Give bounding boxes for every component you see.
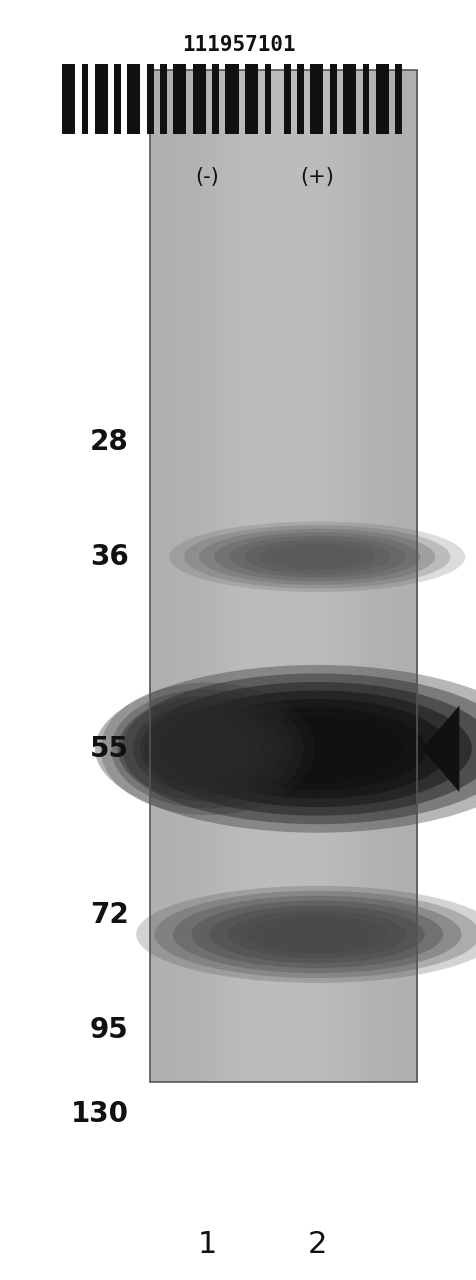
Ellipse shape [111, 689, 303, 809]
Bar [160, 64, 166, 134]
Text: 28: 28 [90, 428, 129, 456]
Ellipse shape [162, 690, 471, 808]
Ellipse shape [209, 905, 424, 964]
Ellipse shape [154, 891, 476, 978]
Bar [284, 64, 290, 134]
Text: (-): (-) [195, 166, 219, 187]
Bar [375, 64, 388, 134]
Bar [212, 64, 218, 134]
Bar [297, 64, 303, 134]
Ellipse shape [199, 529, 434, 585]
Bar [127, 64, 140, 134]
Ellipse shape [228, 910, 406, 959]
Bar [342, 64, 356, 134]
Bar [173, 64, 186, 134]
Bar [95, 64, 108, 134]
Bar [329, 64, 336, 134]
Text: 95: 95 [90, 1016, 129, 1044]
Ellipse shape [259, 543, 374, 571]
Bar [310, 64, 323, 134]
Ellipse shape [133, 703, 281, 795]
Ellipse shape [176, 730, 238, 768]
Ellipse shape [122, 696, 292, 801]
Text: 72: 72 [90, 901, 129, 929]
Ellipse shape [229, 536, 404, 577]
Text: 1: 1 [198, 1230, 217, 1258]
Ellipse shape [246, 915, 387, 954]
Ellipse shape [172, 896, 460, 973]
Ellipse shape [100, 682, 314, 815]
Bar [62, 64, 75, 134]
Ellipse shape [185, 699, 448, 799]
Ellipse shape [144, 709, 270, 788]
Ellipse shape [264, 920, 369, 948]
Ellipse shape [230, 716, 403, 782]
Bar [395, 64, 401, 134]
Ellipse shape [191, 901, 442, 968]
Ellipse shape [118, 673, 476, 824]
Bar [147, 64, 153, 134]
Bar [362, 64, 368, 134]
Bar [225, 64, 238, 134]
Bar [264, 64, 271, 134]
Bar [150, 70, 416, 1082]
Ellipse shape [208, 708, 426, 790]
Text: (+): (+) [299, 166, 334, 187]
Text: 36: 36 [90, 543, 129, 571]
Ellipse shape [140, 682, 476, 815]
Ellipse shape [95, 664, 476, 833]
Ellipse shape [165, 723, 249, 774]
Bar [114, 64, 120, 134]
Bar [192, 64, 205, 134]
Ellipse shape [244, 539, 389, 575]
Text: 111957101: 111957101 [181, 35, 295, 55]
Ellipse shape [214, 532, 419, 581]
Bar [81, 64, 88, 134]
Ellipse shape [169, 521, 465, 593]
Text: 2: 2 [307, 1230, 326, 1258]
Ellipse shape [274, 547, 359, 567]
Ellipse shape [136, 886, 476, 983]
Ellipse shape [154, 717, 260, 781]
Polygon shape [421, 705, 458, 792]
Text: 55: 55 [89, 735, 129, 763]
Text: 130: 130 [70, 1100, 129, 1128]
Ellipse shape [184, 525, 449, 589]
Ellipse shape [252, 724, 381, 773]
Bar [245, 64, 258, 134]
